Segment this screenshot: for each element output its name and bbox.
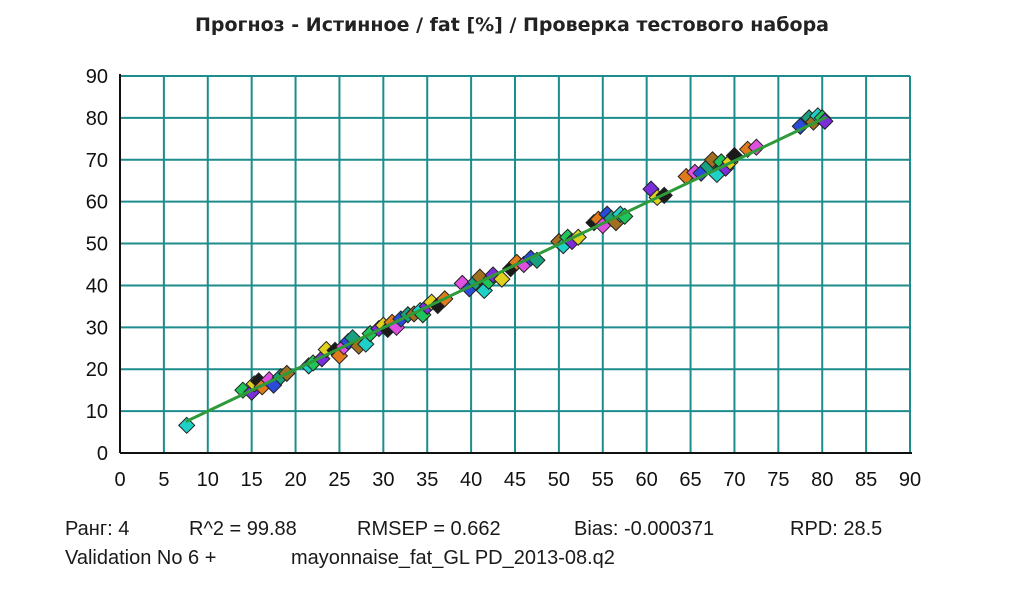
fit-line-group	[185, 115, 828, 423]
scatter-plot: 0 5 10 15 20 25 30 35 40 45 50 55 60 65 70 75 80 85 90 0 10…	[86, 66, 921, 491]
r2-stat: R^2 = 99.88	[189, 518, 297, 540]
data-point	[569, 228, 587, 246]
x-tick-label: 80	[811, 469, 833, 491]
x-tick-label: 45	[504, 469, 526, 491]
x-tick-label: 5	[158, 469, 169, 491]
x-tick-label: 0	[114, 469, 125, 491]
x-tick-label: 65	[679, 469, 701, 491]
y-tick-label: 80	[86, 108, 108, 130]
x-tick-label: 30	[372, 469, 394, 491]
chart-title: Прогноз - Истинное / fat [%] / Проверка …	[194, 14, 829, 36]
x-tick-label: 40	[460, 469, 482, 491]
y-tick-label: 70	[86, 150, 108, 172]
x-tick-label: 25	[328, 469, 350, 491]
x-tick-label: 20	[284, 469, 306, 491]
x-tick-label: 75	[767, 469, 789, 491]
x-tick-label: 35	[416, 469, 438, 491]
validation-label: Validation No 6 +	[65, 547, 217, 569]
x-tick-label: 55	[592, 469, 614, 491]
x-tick-label: 15	[241, 469, 263, 491]
y-tick-label: 60	[86, 192, 108, 214]
y-tick-label: 50	[86, 234, 108, 256]
x-tick-label: 85	[855, 469, 877, 491]
y-tick-labels: 0 10 20 30 40 50 60 70 80 90	[86, 66, 108, 465]
x-tick-label: 70	[723, 469, 745, 491]
y-tick-label: 90	[86, 66, 108, 88]
axes	[119, 74, 912, 454]
y-tick-label: 10	[86, 401, 108, 423]
x-tick-label: 90	[899, 469, 921, 491]
fit-line	[185, 115, 828, 423]
data-point	[493, 270, 511, 288]
x-tick-label: 50	[548, 469, 570, 491]
x-tick-label: 10	[197, 469, 219, 491]
y-tick-label: 0	[97, 443, 108, 465]
data-point	[357, 335, 375, 353]
y-tick-label: 20	[86, 359, 108, 381]
grid	[120, 75, 911, 453]
y-tick-label: 40	[86, 275, 108, 297]
data-point	[178, 416, 196, 435]
data-point	[816, 112, 834, 130]
x-tick-labels: 0 5 10 15 20 25 30 35 40 45 50 55 60 65 70 75 80 85 90	[114, 469, 921, 491]
data-point	[791, 117, 809, 135]
rpd-stat: RPD: 28.5	[790, 518, 883, 540]
x-tick-label: 60	[636, 469, 658, 491]
rank-stat: Ранг: 4	[65, 518, 130, 540]
y-tick-label: 30	[86, 317, 108, 339]
bias-stat: Bias: -0.000371	[574, 518, 715, 540]
rmsep-stat: RMSEP = 0.662	[357, 518, 501, 540]
validation-file: mayonnaise_fat_GL PD_2013-08.q2	[291, 547, 615, 569]
